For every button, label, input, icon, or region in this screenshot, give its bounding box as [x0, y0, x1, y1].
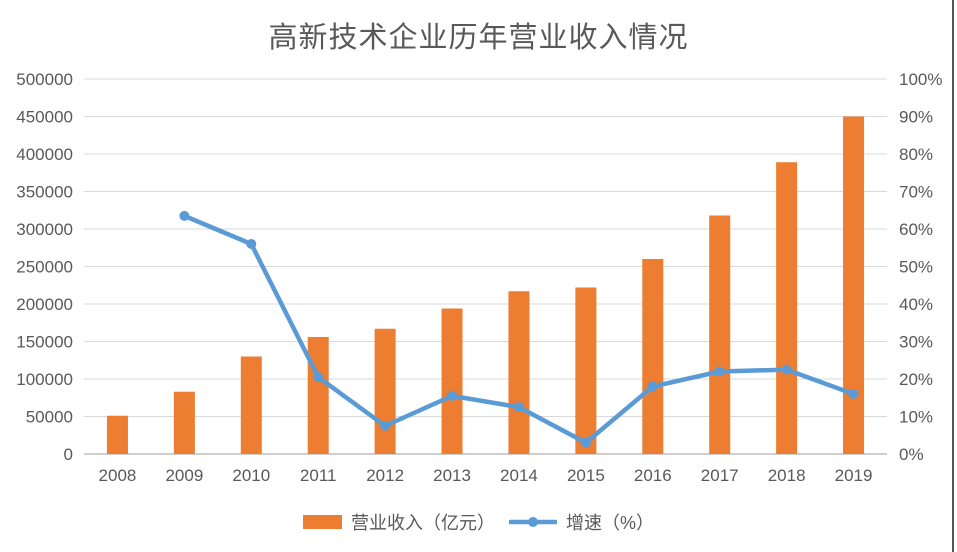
x-axis-tick-label: 2017: [701, 466, 739, 485]
left-axis-tick-label: 100000: [16, 370, 73, 389]
revenue-bar-2014: [508, 291, 530, 454]
x-axis-tick-label: 2013: [433, 466, 471, 485]
x-axis-tick-label: 2011: [300, 466, 337, 485]
revenue-bar-2017: [709, 215, 731, 454]
revenue-bar-swatch-icon: [302, 515, 342, 529]
left-axis-tick-label: 200000: [16, 295, 73, 314]
left-axis-tick-label: 250000: [16, 258, 73, 277]
x-axis-tick-label: 2012: [366, 466, 404, 485]
revenue-bar-2009: [173, 391, 195, 454]
right-axis-tick-label: 70%: [899, 183, 933, 202]
chart-legend: 营业收入（亿元） 增速（%）: [0, 507, 957, 537]
growth-point-2017: [714, 366, 725, 377]
growth-point-2018: [781, 364, 792, 375]
right-axis-tick-label: 60%: [899, 220, 933, 239]
right-axis-tick-label: 20%: [899, 370, 933, 389]
x-axis-tick-label: 2008: [99, 466, 137, 485]
growth-line-swatch-icon: [508, 517, 557, 527]
right-axis-tick-label: 40%: [899, 295, 933, 314]
revenue-bar-2016: [642, 259, 664, 454]
left-axis-tick-label: 500000: [16, 70, 73, 89]
right-axis-tick-label: 50%: [899, 258, 933, 277]
x-axis-tick-label: 2015: [567, 466, 605, 485]
legend-item-growth: 增速（%）: [508, 509, 654, 535]
left-axis-tick-label: 300000: [16, 220, 73, 239]
right-axis-tick-label: 80%: [899, 145, 933, 164]
revenue-bar-2019: [843, 116, 865, 454]
growth-point-2010: [246, 239, 257, 249]
legend-label-revenue: 营业收入（亿元）: [350, 513, 495, 533]
growth-point-2016: [647, 381, 658, 392]
x-axis-tick-label: 2010: [232, 466, 270, 485]
x-axis-tick-label: 2019: [835, 466, 873, 485]
growth-point-2019: [848, 389, 859, 399]
x-axis-tick-label: 2014: [500, 466, 538, 485]
revenue-bar-2010: [240, 356, 262, 454]
left-axis-tick-label: 350000: [16, 183, 73, 202]
left-axis-tick-label: 400000: [16, 145, 73, 164]
left-axis-tick-label: 50000: [26, 408, 73, 427]
revenue-bar-2012: [374, 328, 396, 454]
revenue-bar-2011: [307, 337, 329, 454]
revenue-bar-2015: [575, 287, 597, 454]
revenue-bar-2013: [441, 308, 463, 454]
left-axis-tick-label: 450000: [16, 108, 73, 127]
chart-title: 高新技术企业历年营业收入情况: [268, 22, 689, 54]
growth-point-2014: [513, 402, 524, 413]
growth-point-2009: [179, 210, 190, 221]
x-axis-tick-label: 2018: [768, 466, 806, 485]
left-axis-tick-label: 0: [64, 445, 73, 464]
right-axis-tick-label: 30%: [899, 333, 933, 352]
growth-point-2013: [447, 390, 458, 401]
growth-point-2012: [380, 420, 391, 431]
window-edge-divider: [952, 0, 954, 552]
revenue-bar-2018: [776, 162, 798, 454]
growth-point-2015: [580, 437, 591, 448]
x-axis-tick-label: 2016: [634, 466, 672, 485]
right-axis-tick-label: 100%: [899, 70, 942, 89]
legend-item-revenue: 营业收入（亿元）: [302, 509, 495, 535]
right-axis-tick-label: 90%: [899, 108, 933, 127]
left-axis-tick-label: 150000: [16, 333, 73, 352]
legend-label-growth: 增速（%）: [565, 513, 654, 533]
right-axis-tick-label: 0%: [899, 445, 924, 464]
x-axis-tick-label: 2009: [165, 466, 203, 485]
revenue-bar-2008: [106, 415, 128, 454]
growth-point-2011: [313, 372, 324, 383]
right-axis-tick-label: 10%: [899, 408, 933, 427]
